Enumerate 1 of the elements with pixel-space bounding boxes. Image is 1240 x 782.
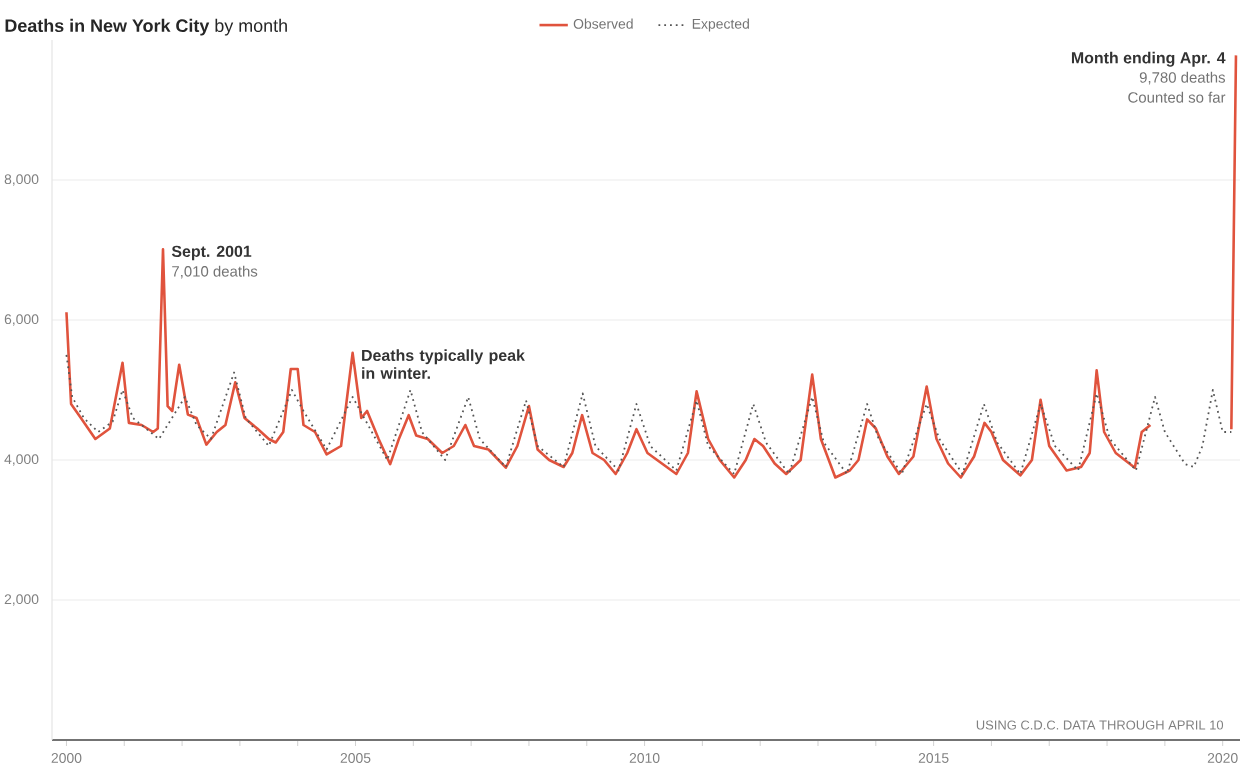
- chart-title: Deaths in New York City by month: [5, 18, 287, 36]
